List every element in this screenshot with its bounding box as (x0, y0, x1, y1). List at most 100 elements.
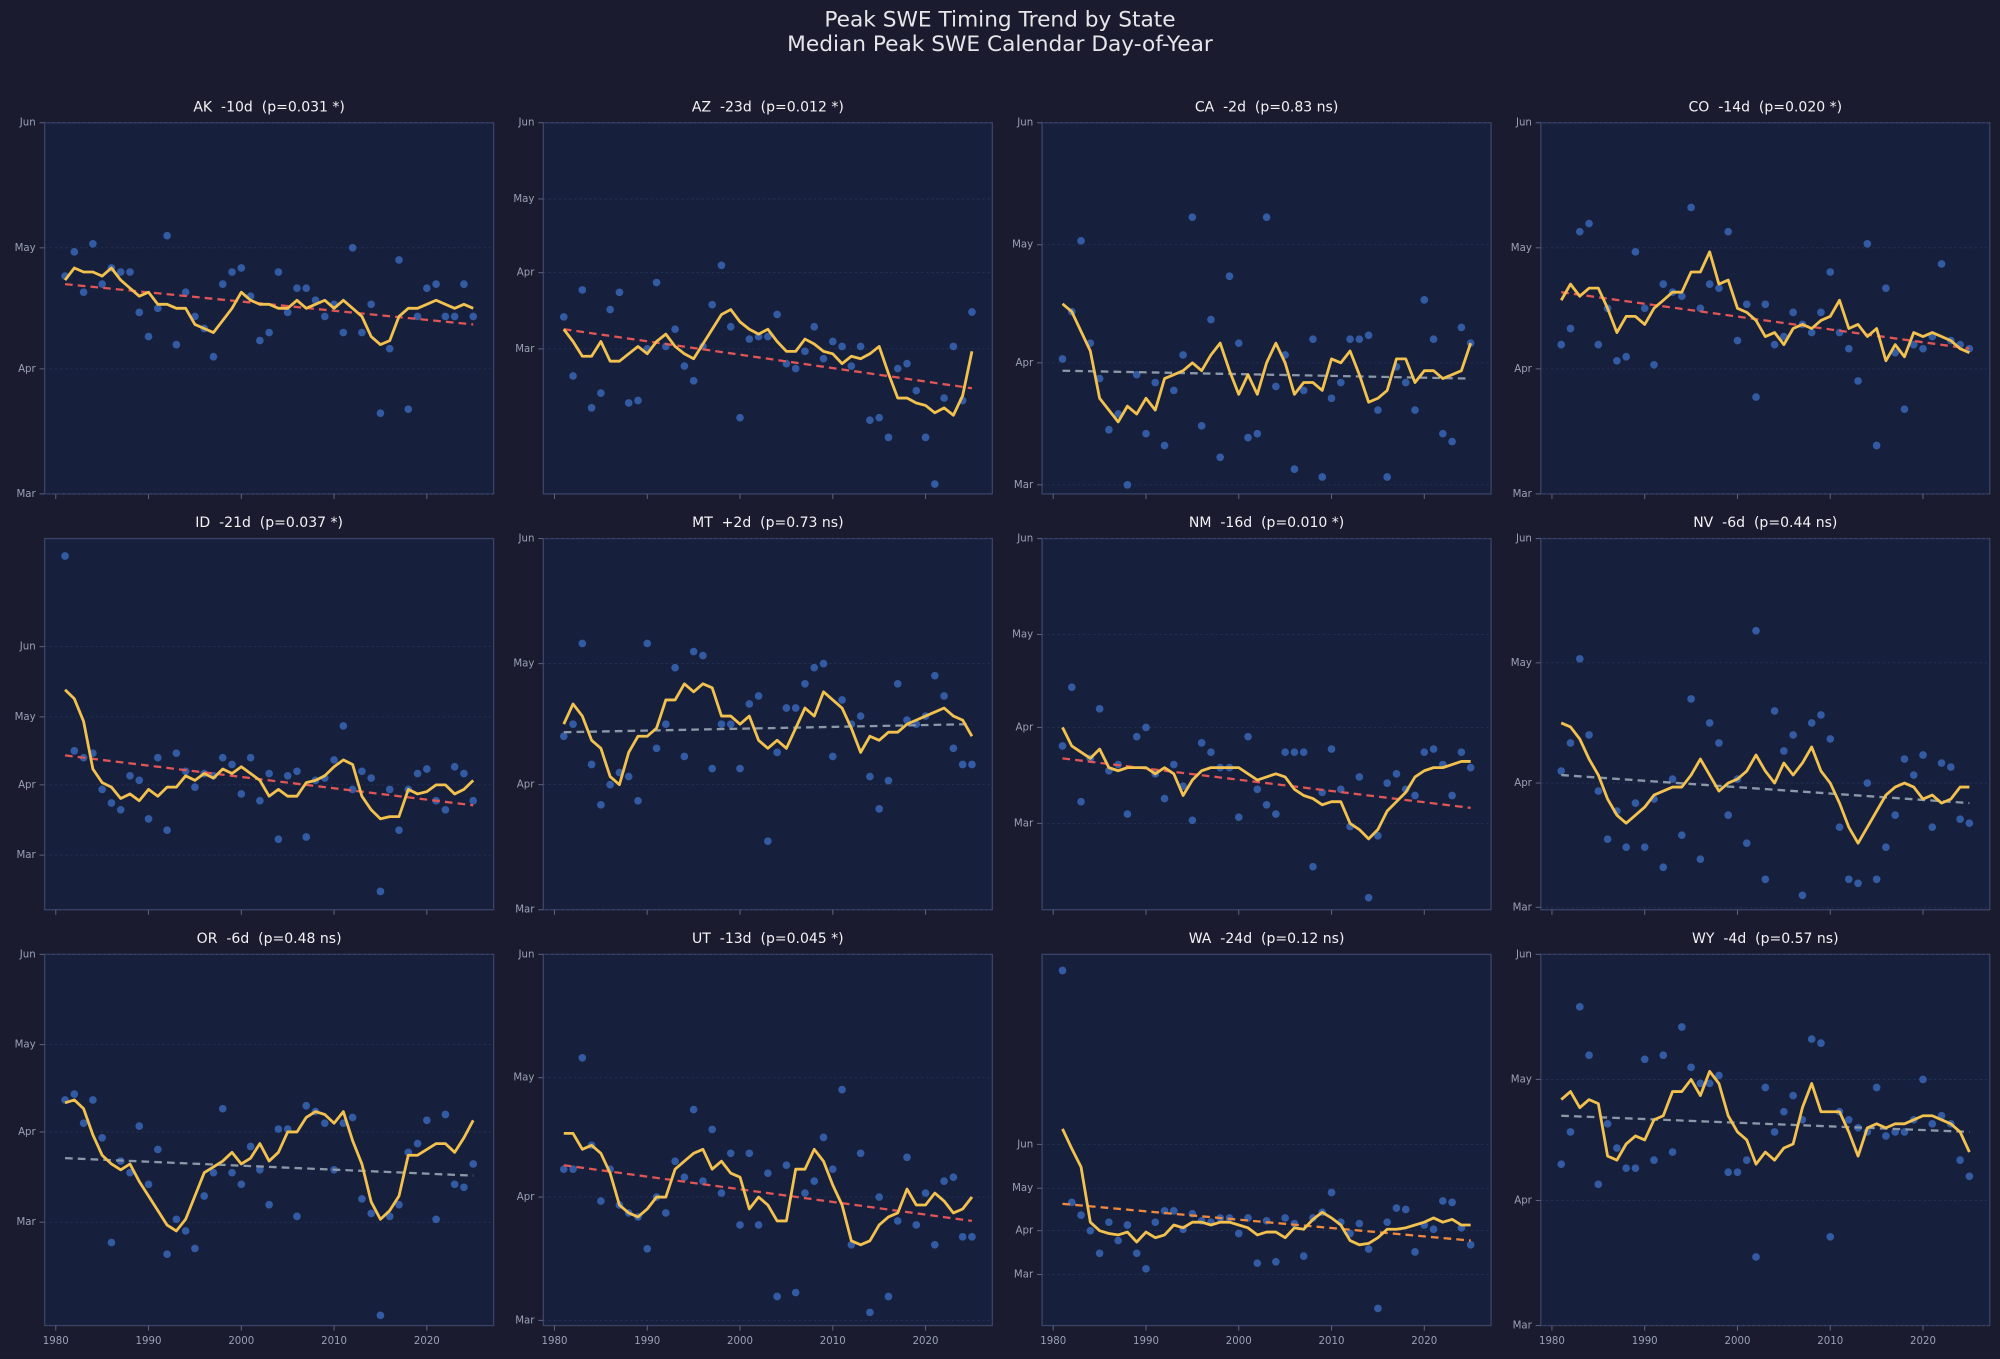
data-point (1364, 893, 1373, 902)
data-point (884, 1292, 893, 1301)
data-point (265, 1200, 273, 1209)
data-point (1724, 1168, 1733, 1177)
data-point (98, 280, 106, 288)
data-point (237, 1180, 246, 1189)
data-point (866, 772, 874, 781)
y-tick-label: Jun (518, 949, 535, 960)
panel (542, 122, 993, 495)
data-point (1364, 331, 1373, 340)
data-point (1807, 1035, 1816, 1043)
data-point (1761, 1083, 1770, 1092)
data-point (1253, 785, 1262, 794)
data-point (172, 749, 181, 757)
data-point (191, 783, 199, 791)
data-point (699, 1177, 707, 1185)
data-point (875, 805, 884, 813)
data-point (1557, 340, 1566, 349)
data-point (764, 1169, 772, 1178)
data-point (450, 1180, 459, 1189)
data-point (931, 671, 939, 680)
data-point (1650, 1156, 1658, 1164)
y-tick-label: May (15, 243, 36, 254)
data-point (1123, 1221, 1132, 1229)
data-point (1956, 815, 1964, 823)
data-point (597, 389, 605, 397)
data-point (587, 404, 596, 412)
data-point (1188, 213, 1197, 222)
data-point (1448, 791, 1456, 800)
data-point (1724, 811, 1733, 819)
data-point (320, 1119, 329, 1128)
data-point (441, 805, 450, 814)
data-point (597, 801, 605, 809)
data-point (432, 1215, 440, 1224)
data-point (274, 1125, 283, 1133)
data-point (1374, 406, 1382, 414)
data-point (218, 753, 227, 762)
data-point (1696, 304, 1705, 313)
data-point (163, 231, 171, 240)
data-point (274, 835, 283, 844)
data-point (469, 312, 478, 321)
data-point (135, 1122, 144, 1130)
data-point (1594, 787, 1603, 795)
smoothed-line (1560, 721, 1970, 845)
x-tick-label: 1980 (542, 1336, 568, 1347)
data-point (745, 1149, 754, 1158)
data-point (181, 1227, 190, 1235)
data-point (1095, 374, 1104, 383)
data-point (460, 280, 468, 288)
data-point (1290, 748, 1299, 756)
data-point (423, 284, 431, 292)
data-point (1383, 779, 1392, 787)
trend-line (1062, 1202, 1471, 1242)
y-tick-label: Mar (1513, 1321, 1533, 1332)
data-point (163, 826, 171, 835)
data-point (828, 752, 837, 761)
panel-title: NV -6d (p=0.44 ns) (1693, 515, 1837, 531)
x-tick-label: 1990 (1133, 1336, 1159, 1347)
data-point (791, 704, 800, 712)
data-point (1355, 773, 1364, 781)
data-point (773, 310, 781, 319)
data-point (569, 372, 577, 380)
data-point (135, 308, 144, 317)
data-point (1169, 1207, 1178, 1215)
data-point (838, 696, 846, 704)
data-point (1622, 1164, 1630, 1173)
data-point (1789, 1091, 1797, 1100)
data-point (680, 362, 689, 370)
data-point (265, 769, 273, 778)
x-tick-label: 2020 (913, 1336, 939, 1347)
data-point (1281, 748, 1289, 756)
data-point (838, 1085, 846, 1094)
panel-title: UT -13d (p=0.045 *) (692, 931, 844, 947)
data-point (1937, 759, 1946, 767)
data-point (652, 278, 661, 287)
data-point (450, 762, 459, 771)
data-point (931, 1240, 939, 1249)
y-tick-label: May (1511, 243, 1532, 254)
data-point (1123, 481, 1132, 489)
smoothed-line (563, 1131, 974, 1247)
data-point (689, 377, 698, 385)
data-point (1346, 335, 1354, 344)
data-point (745, 335, 754, 343)
data-point (367, 1209, 375, 1218)
data-point (1179, 351, 1187, 359)
data-point (237, 790, 246, 798)
data-point (736, 764, 744, 773)
data-point (1439, 429, 1447, 438)
data-point (1742, 1156, 1751, 1164)
data-point (1965, 1172, 1974, 1181)
data-point (1872, 441, 1881, 450)
data-point (968, 308, 976, 316)
data-point (856, 342, 865, 351)
data-point (773, 748, 781, 757)
data-point (1882, 843, 1890, 852)
data-point (144, 815, 153, 823)
data-point (1466, 763, 1475, 772)
data-point (1585, 219, 1593, 228)
data-point (643, 1244, 652, 1253)
data-point (1355, 335, 1364, 344)
